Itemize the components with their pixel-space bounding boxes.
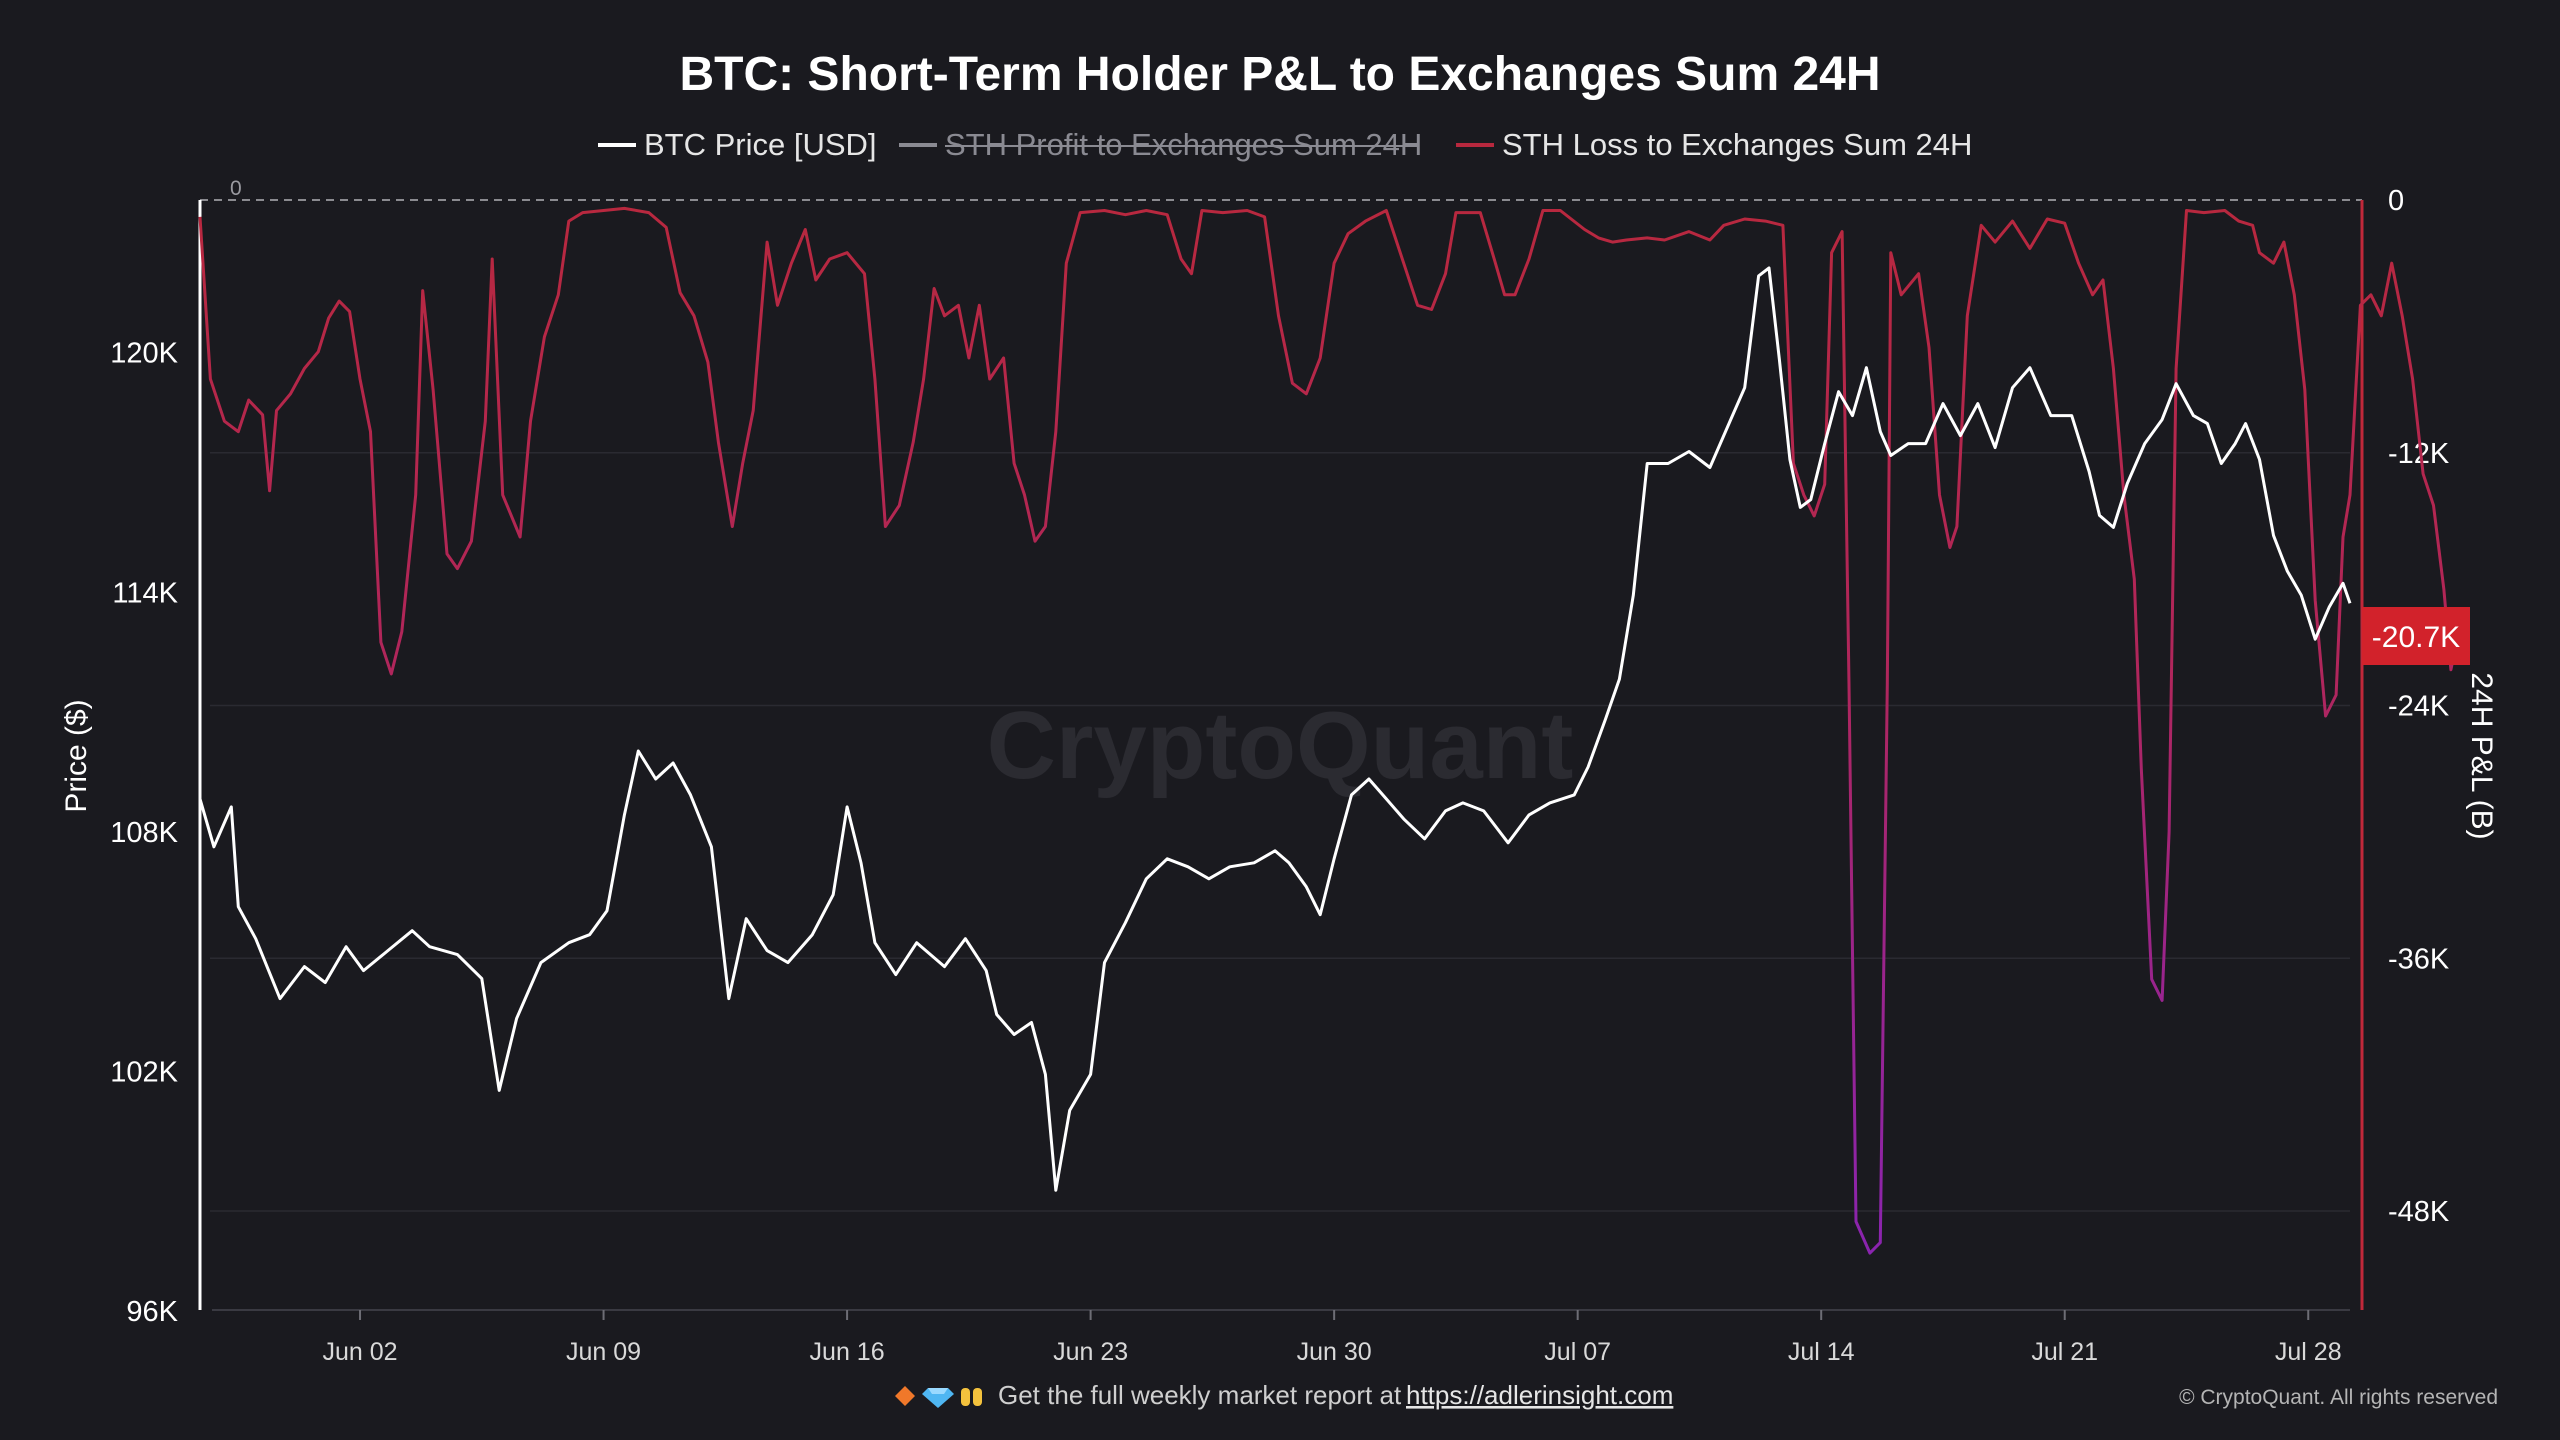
footer: Get the full weekly market report at htt… xyxy=(895,1380,2498,1410)
y-left-tick-label: 120K xyxy=(110,338,178,370)
last-value-badge-bg xyxy=(2362,607,2470,665)
y-left-axis-title: Price ($) xyxy=(60,699,93,812)
y-right-axis-title: 24H P&L (B) xyxy=(2465,672,2498,839)
last-value-badge: -20.7K xyxy=(2362,607,2470,665)
y-right-tick-label: -24K xyxy=(2388,691,2450,723)
gem-icon xyxy=(922,1388,954,1408)
x-tick-label: Jul 28 xyxy=(2275,1338,2342,1366)
x-tick-label: Jun 30 xyxy=(1297,1338,1372,1366)
legend-item-profit[interactable]: STH Profit to Exchanges Sum 24H xyxy=(899,127,1422,162)
y-right-tick-label: -48K xyxy=(2388,1196,2450,1228)
x-tick-label: Jun 09 xyxy=(566,1338,641,1366)
y-left-tick-label: 108K xyxy=(110,817,178,849)
legend-label-price: BTC Price [USD] xyxy=(644,127,877,162)
legend-label-loss: STH Loss to Exchanges Sum 24H xyxy=(1502,127,1972,162)
legend-item-price[interactable]: BTC Price [USD] xyxy=(598,127,877,162)
y-right-tick-label: -36K xyxy=(2388,943,2450,975)
x-tick-label: Jul 07 xyxy=(1544,1338,1611,1366)
legend-label-profit: STH Profit to Exchanges Sum 24H xyxy=(945,127,1422,162)
diamond-icon xyxy=(895,1386,915,1406)
grid xyxy=(200,199,2362,1212)
series-line-btc-price xyxy=(198,266,2352,1192)
footer-link[interactable]: https://adlerinsight.com xyxy=(1406,1380,1673,1410)
legend: BTC Price [USD] STH Profit to Exchanges … xyxy=(598,127,1972,162)
y-left-tick-label: 114K xyxy=(112,577,178,609)
y-right-tick-label: 0 xyxy=(2388,185,2404,217)
x-tick-label: Jun 16 xyxy=(810,1338,885,1366)
y-left-tick-label: 102K xyxy=(110,1056,178,1088)
x-tick-label: Jun 02 xyxy=(323,1338,398,1366)
zero-line-label: 0 xyxy=(230,177,242,200)
x-tick-label: Jun 23 xyxy=(1053,1338,1128,1366)
series-line-sth-loss xyxy=(198,206,2460,1255)
x-tick-label: Jul 21 xyxy=(2031,1338,2098,1366)
raised-hands-icon xyxy=(961,1388,982,1406)
chart-title: BTC: Short-Term Holder P&L to Exchanges … xyxy=(679,48,1880,101)
copyright: © CryptoQuant. All rights reserved xyxy=(2179,1386,2498,1409)
y-left-tick-label: 96K xyxy=(126,1296,178,1328)
x-tick-label: Jul 14 xyxy=(1788,1338,1855,1366)
watermark: CryptoQuant xyxy=(987,692,1574,799)
footer-text: Get the full weekly market report at xyxy=(998,1380,1402,1410)
legend-item-loss[interactable]: STH Loss to Exchanges Sum 24H xyxy=(1456,127,1972,162)
last-value-badge-label: -20.7K xyxy=(2372,621,2460,654)
